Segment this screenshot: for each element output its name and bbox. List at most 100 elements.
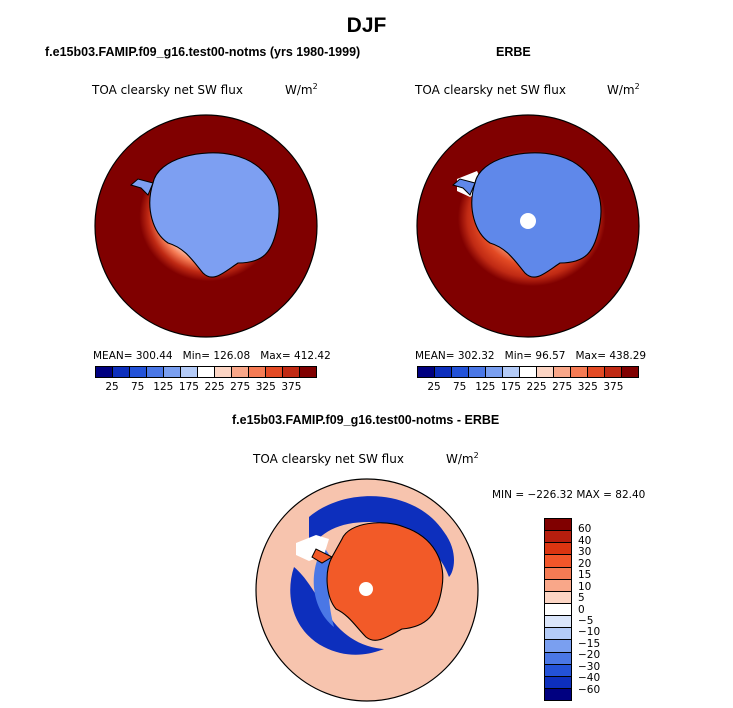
colorbar-tick-label: 40 xyxy=(578,534,592,547)
colorbar-swatch xyxy=(545,652,571,665)
colorbar-swatch xyxy=(545,519,571,532)
colorbar-tick-label: 30 xyxy=(578,546,592,559)
panel2-antarctica-land xyxy=(471,152,602,278)
panel1-polar-map xyxy=(94,114,318,338)
colorbar-swatch xyxy=(113,367,130,377)
colorbar-tick-label: 20 xyxy=(578,557,592,570)
colorbar-swatch xyxy=(147,367,164,377)
panel2-stats: MEAN= 302.32 Min= 96.57 Max= 438.29 xyxy=(415,350,647,362)
colorbar-tick-label: 175 xyxy=(178,381,199,393)
colorbar-tick-label: 60 xyxy=(578,523,592,536)
colorbar-tick-label: 125 xyxy=(153,381,174,393)
panel3-peninsula xyxy=(311,548,334,564)
colorbar-swatch xyxy=(545,628,571,641)
colorbar-swatch xyxy=(96,367,113,377)
colorbar-tick-label: −40 xyxy=(578,672,601,685)
colorbar-swatch xyxy=(545,616,571,629)
colorbar-swatch xyxy=(215,367,232,377)
colorbar-swatch xyxy=(486,367,503,377)
panel3-stats: MIN = −226.32 MAX = 82.40 xyxy=(492,489,646,501)
colorbar-tick-label: 10 xyxy=(578,580,592,593)
colorbar-tick-label: 0 xyxy=(578,603,585,616)
colorbar-tick-label: 325 xyxy=(255,381,276,393)
panel3-variable-label: TOA clearsky net SW flux xyxy=(253,452,404,466)
colorbar-swatch xyxy=(283,367,300,377)
colorbar-swatch xyxy=(554,367,571,377)
panel2-title: ERBE xyxy=(496,45,531,59)
panel3-map-border xyxy=(255,478,479,702)
colorbar-tick-label: 75 xyxy=(131,381,145,393)
panel3-pole-hole xyxy=(359,582,373,596)
colorbar-tick-label: −30 xyxy=(578,660,601,673)
colorbar-tick-label: −60 xyxy=(578,683,601,696)
colorbar-swatch xyxy=(545,664,571,677)
panel1-colorbar xyxy=(95,366,317,378)
colorbar-swatch xyxy=(605,367,622,377)
panel2-pole-hole xyxy=(520,213,536,229)
colorbar-swatch xyxy=(545,591,571,604)
colorbar-swatch xyxy=(130,367,147,377)
colorbar-swatch xyxy=(571,367,588,377)
colorbar-tick-label: 225 xyxy=(526,381,547,393)
colorbar-tick-label: 275 xyxy=(552,381,573,393)
colorbar-swatch xyxy=(545,531,571,544)
colorbar-tick-label: −20 xyxy=(578,649,601,662)
colorbar-swatch xyxy=(452,367,469,377)
colorbar-swatch xyxy=(520,367,537,377)
panel3-negative-band-north xyxy=(309,496,454,577)
colorbar-swatch xyxy=(545,543,571,556)
colorbar-swatch xyxy=(545,567,571,580)
colorbar-tick-label: 275 xyxy=(230,381,251,393)
colorbar-tick-label: 25 xyxy=(105,381,119,393)
colorbar-tick-label: 125 xyxy=(475,381,496,393)
panel1-map-border xyxy=(94,114,318,338)
colorbar-swatch xyxy=(198,367,215,377)
panel1-stats: MEAN= 300.44 Min= 126.08 Max= 412.42 xyxy=(93,350,331,362)
colorbar-swatch xyxy=(545,676,571,689)
colorbar-tick-label: 375 xyxy=(603,381,624,393)
colorbar-swatch xyxy=(181,367,198,377)
colorbar-swatch xyxy=(232,367,249,377)
panel2-polar-map xyxy=(416,114,640,338)
colorbar-swatch xyxy=(503,367,520,377)
colorbar-swatch xyxy=(545,579,571,592)
colorbar-swatch xyxy=(545,603,571,617)
panel3-negative-band-west xyxy=(290,567,384,655)
panel3-antarctica-land xyxy=(326,522,444,641)
panel2-map-border xyxy=(416,114,640,338)
colorbar-tick-label: −10 xyxy=(578,626,601,639)
panel1-units: W/m2 xyxy=(285,82,318,97)
colorbar-swatch xyxy=(435,367,452,377)
colorbar-tick-label: 175 xyxy=(500,381,521,393)
colorbar-swatch xyxy=(266,367,283,377)
colorbar-swatch xyxy=(469,367,486,377)
colorbar-swatch xyxy=(537,367,554,377)
colorbar-swatch xyxy=(545,640,571,653)
colorbar-tick-label: −5 xyxy=(578,614,594,627)
colorbar-tick-label: −15 xyxy=(578,637,601,650)
colorbar-tick-label: 25 xyxy=(427,381,441,393)
panel2-peninsula xyxy=(451,178,476,196)
panel1-antarctica-land xyxy=(149,152,280,278)
panel2-variable-label: TOA clearsky net SW flux xyxy=(415,83,566,97)
panel3-colorbar xyxy=(544,518,572,701)
colorbar-swatch xyxy=(164,367,181,377)
panel3-title: f.e15b03.FAMIP.f09_g16.test00-notms - ER… xyxy=(232,413,500,427)
colorbar-swatch xyxy=(249,367,266,377)
colorbar-swatch xyxy=(545,555,571,568)
main-title: DJF xyxy=(346,14,387,37)
colorbar-tick-label: 375 xyxy=(281,381,302,393)
colorbar-swatch xyxy=(545,688,571,701)
panel1-peninsula xyxy=(129,178,154,196)
panel2-units: W/m2 xyxy=(607,82,640,97)
colorbar-tick-label: 325 xyxy=(577,381,598,393)
colorbar-tick-label: 5 xyxy=(578,592,585,605)
panel2-colorbar xyxy=(417,366,639,378)
panel1-title: f.e15b03.FAMIP.f09_g16.test00-notms (yrs… xyxy=(45,45,361,59)
colorbar-swatch xyxy=(622,367,638,377)
colorbar-tick-label: 225 xyxy=(204,381,225,393)
panel1-variable-label: TOA clearsky net SW flux xyxy=(92,83,243,97)
colorbar-swatch xyxy=(418,367,435,377)
colorbar-tick-label: 75 xyxy=(453,381,467,393)
panel3-units: W/m2 xyxy=(446,451,479,466)
